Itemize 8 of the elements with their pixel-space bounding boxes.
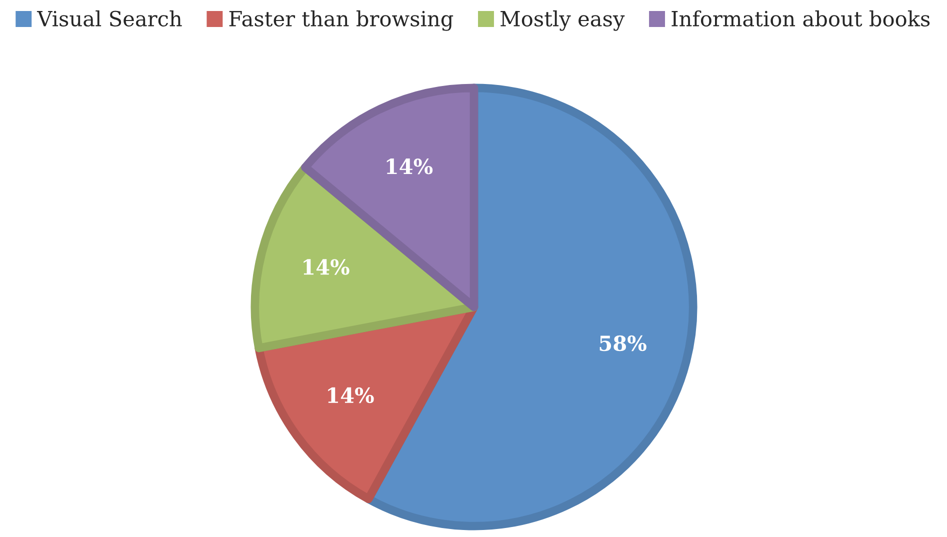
data-label: 14% [328, 387, 374, 404]
data-label: 14% [304, 259, 350, 275]
data-label: 58% [600, 335, 646, 352]
data-label: 14% [386, 158, 433, 174]
legend-label: Faster than browsing [229, 10, 454, 31]
legend-label: Information about books [672, 10, 930, 27]
legend-label: Visual Search [36, 10, 182, 27]
legend-label: Mostly easy [500, 10, 625, 31]
